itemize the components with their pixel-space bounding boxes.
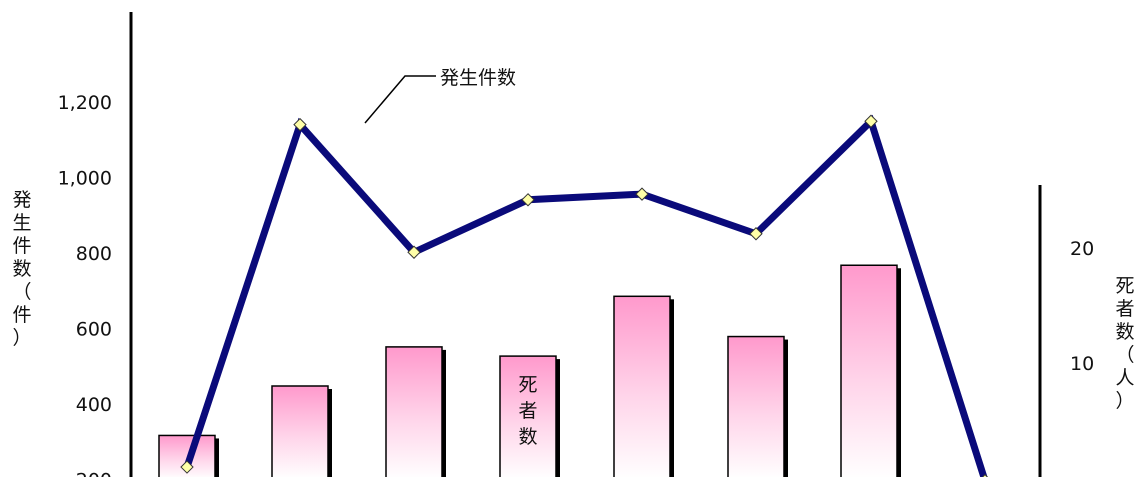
left-tick-label: 1,200 bbox=[58, 92, 112, 114]
line-point bbox=[635, 187, 649, 201]
line-path bbox=[183, 114, 988, 477]
bar bbox=[840, 264, 898, 477]
line-point bbox=[864, 114, 878, 128]
left-tick-label: 400 bbox=[76, 394, 112, 416]
line-point bbox=[981, 473, 989, 477]
line-point bbox=[407, 245, 421, 259]
left-axis-ticks: 200 400 600 800 1,000 1,200 bbox=[58, 92, 112, 477]
right-tick-label: 20 bbox=[1070, 238, 1094, 260]
left-tick-label: 600 bbox=[76, 319, 112, 341]
line-series-leader bbox=[364, 75, 436, 124]
bar bbox=[727, 335, 785, 477]
bar-series bbox=[158, 264, 901, 477]
line-point bbox=[293, 117, 307, 132]
right-axis-ticks: 10 20 bbox=[1070, 238, 1094, 375]
left-tick-label: 200 bbox=[76, 470, 112, 477]
left-axis-label: 発生件数（件） bbox=[12, 189, 31, 349]
right-axis-label: 死者数（人） bbox=[1115, 275, 1134, 412]
line-series-label: 発生件数 bbox=[440, 67, 516, 89]
line-point bbox=[180, 460, 194, 474]
line-point bbox=[749, 227, 763, 241]
bar bbox=[385, 346, 443, 477]
left-tick-label: 1,000 bbox=[58, 168, 112, 190]
bar bbox=[613, 295, 671, 477]
bar bbox=[271, 385, 329, 477]
bar-series-label: 死者数 bbox=[518, 374, 537, 448]
right-tick-label: 10 bbox=[1070, 353, 1094, 375]
line-point bbox=[521, 193, 535, 207]
bar bbox=[499, 355, 557, 477]
left-tick-label: 800 bbox=[76, 243, 112, 265]
line-series bbox=[180, 114, 989, 477]
